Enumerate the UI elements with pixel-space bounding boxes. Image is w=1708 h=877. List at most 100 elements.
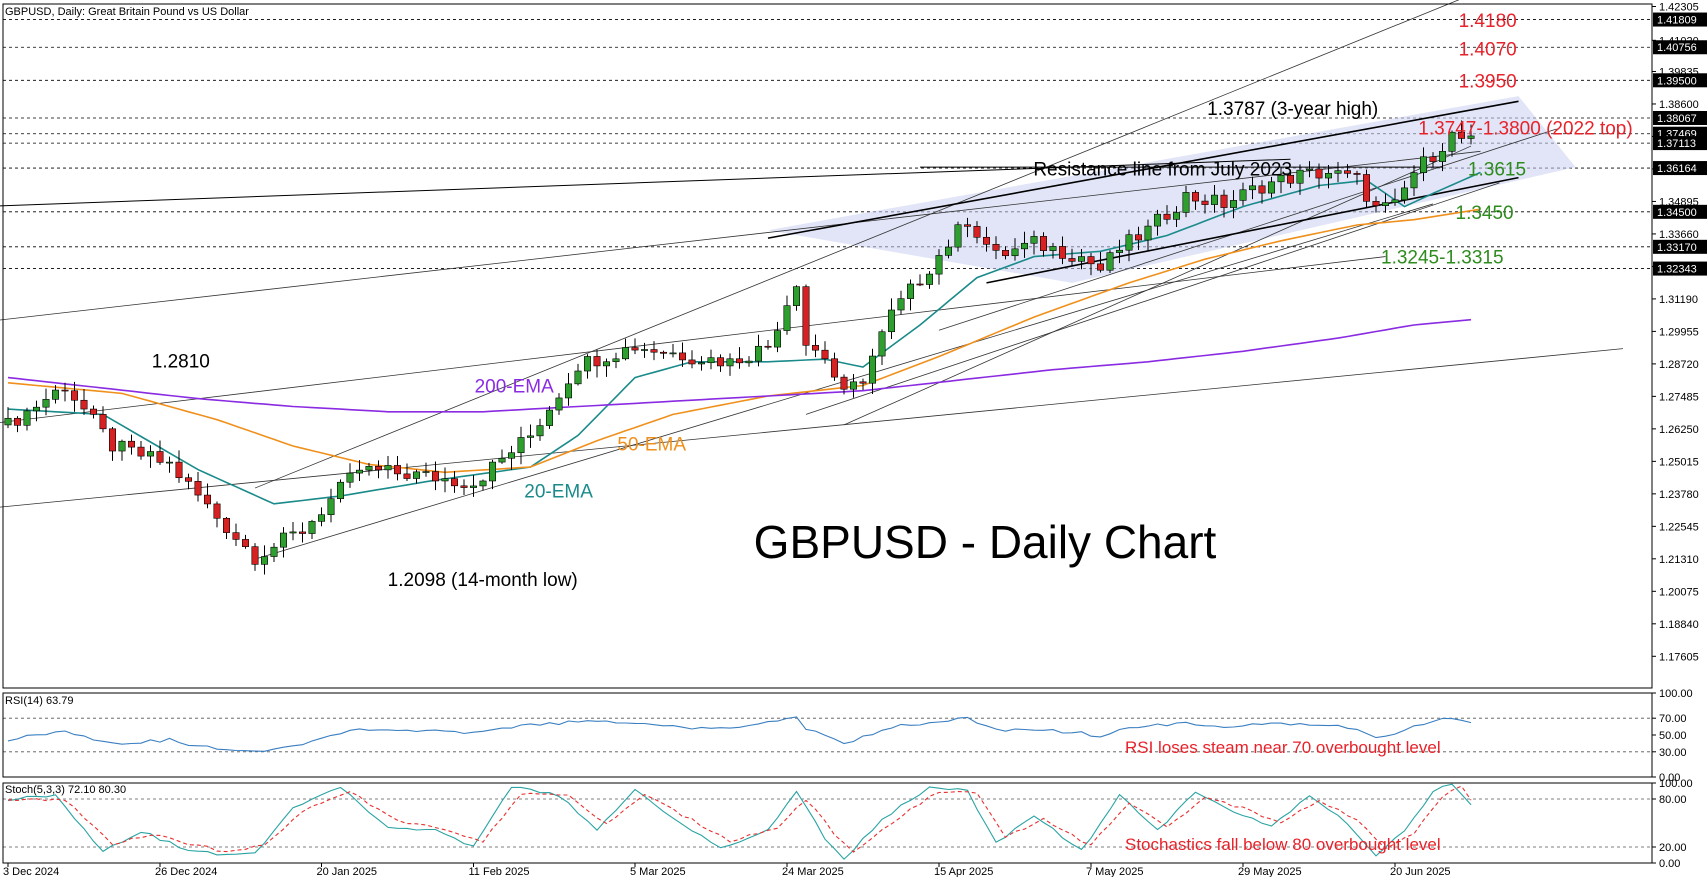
- trendline: [767, 100, 1519, 239]
- level-tag-label: 1.32343: [1657, 264, 1697, 276]
- candle-down: [1458, 131, 1466, 139]
- candle-up: [1144, 225, 1152, 241]
- osc-series-line: [7, 785, 1472, 853]
- y-tick-label: 1.33660: [1659, 229, 1699, 241]
- candle-up: [669, 352, 677, 355]
- candle-up: [1011, 248, 1019, 257]
- candle-up: [1391, 199, 1399, 203]
- osc-series-line: [7, 716, 1472, 752]
- trendline: [0, 150, 1481, 321]
- candle-up: [1448, 131, 1456, 152]
- candle-up: [745, 360, 753, 364]
- candle-down: [1363, 174, 1371, 202]
- candle-up: [906, 283, 914, 299]
- candle-up: [773, 330, 781, 348]
- y-tick-label: 1.18840: [1659, 619, 1699, 631]
- candle-up: [1334, 170, 1342, 174]
- osc-annotation: Stochastics fall below 80 overbought lev…: [1125, 835, 1441, 854]
- candle-down: [859, 381, 867, 384]
- candle-up: [1030, 236, 1038, 244]
- candle-up: [612, 358, 620, 363]
- candle-up: [23, 410, 31, 426]
- level-tag-box: [1653, 239, 1707, 254]
- ema-line-200-ema: [7, 318, 1472, 413]
- y-tick-label: 1.20075: [1659, 586, 1699, 598]
- candle-up: [1277, 174, 1285, 183]
- candle-up: [441, 478, 449, 482]
- level-tag-label: 1.41809: [1657, 15, 1697, 27]
- y-tick-label: 1.29955: [1659, 326, 1699, 338]
- candle-up: [726, 358, 734, 367]
- chart-annotation: 1.4180: [1459, 11, 1517, 32]
- candle-down: [156, 451, 164, 463]
- candle-down: [659, 351, 667, 354]
- candle-down: [982, 236, 990, 245]
- trendline: [805, 182, 1500, 415]
- candle-up: [1020, 242, 1028, 250]
- candle-up: [1116, 249, 1124, 253]
- candle-up: [925, 273, 933, 285]
- candle-down: [1163, 213, 1171, 220]
- candle-down: [1192, 192, 1200, 202]
- candle-up: [555, 397, 563, 411]
- chart-annotation: Resistance line from July 2023: [1033, 159, 1292, 180]
- candle-up: [422, 471, 430, 473]
- candle-down: [450, 478, 458, 487]
- candle-up: [868, 355, 876, 384]
- candle-down: [137, 446, 145, 457]
- candle-up: [308, 521, 316, 534]
- candle-down: [1287, 174, 1295, 184]
- osc-y-tick-label: 30.00: [1659, 747, 1687, 759]
- candle-up: [355, 469, 363, 474]
- candle-down: [185, 477, 193, 482]
- chart-annotation: 1.3787 (3-year high): [1207, 99, 1378, 120]
- candle-down: [1001, 250, 1009, 257]
- y-tick-label: 1.42305: [1659, 1, 1699, 13]
- osc-y-tick-label: 0.00: [1659, 772, 1680, 784]
- candle-up: [954, 224, 962, 248]
- candle-down: [71, 390, 79, 401]
- candle-up: [1325, 173, 1333, 179]
- y-tick-label: 1.28720: [1659, 359, 1699, 371]
- candle-down: [194, 481, 202, 496]
- candle-up: [754, 345, 762, 362]
- candle-down: [1059, 246, 1067, 259]
- candle-up: [147, 451, 155, 457]
- candle-down: [716, 357, 724, 367]
- candle-down: [1201, 200, 1209, 205]
- candle-down: [811, 345, 819, 351]
- candle-up: [118, 440, 126, 452]
- x-tick-label: 15 Apr 2025: [934, 866, 993, 877]
- level-tag-box: [1653, 12, 1707, 27]
- candle-down: [1429, 156, 1437, 162]
- candle-up: [279, 532, 287, 548]
- channel-shade: [768, 96, 1576, 283]
- candle-down: [688, 359, 696, 365]
- chart-annotation: 200-EMA: [475, 376, 555, 397]
- x-tick-label: 11 Feb 2025: [469, 866, 530, 877]
- candle-down: [992, 244, 1000, 251]
- candle-down: [821, 349, 829, 360]
- candle-down: [80, 399, 88, 410]
- x-tick-label: 3 Dec 2024: [3, 866, 59, 877]
- candle-down: [61, 389, 69, 392]
- candle-up: [944, 246, 952, 256]
- candle-up: [346, 472, 354, 483]
- chart-annotation: 1.3950: [1459, 71, 1517, 92]
- candle-down: [431, 471, 439, 482]
- candle-down: [1087, 256, 1095, 265]
- candle-up: [1296, 169, 1304, 184]
- level-tag-label: 1.38067: [1657, 113, 1697, 125]
- chart-annotation: 1.2098 (14-month low): [388, 570, 578, 591]
- candle-down: [14, 417, 22, 426]
- candle-up: [1239, 189, 1247, 201]
- osc-y-tick-label: 20.00: [1659, 842, 1687, 854]
- candle-up: [1410, 172, 1418, 189]
- candle-up: [1439, 151, 1447, 162]
- level-tag-box: [1653, 261, 1707, 276]
- trendline: [938, 128, 1557, 331]
- trendline: [254, 0, 1460, 489]
- candle-down: [298, 531, 306, 534]
